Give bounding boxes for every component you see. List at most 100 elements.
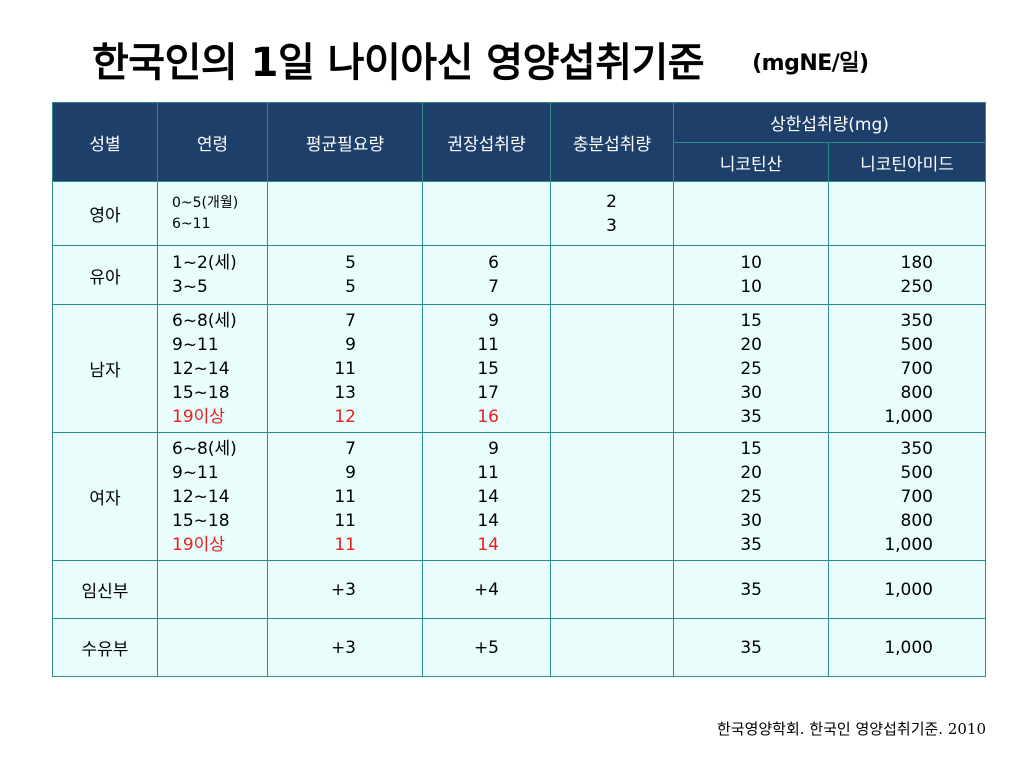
age-cell: 6~8(세) 9~11 12~14 15~18 19이상 [157,304,268,433]
nam-value: 1,000 [884,406,933,427]
avg-value: 9 [345,462,356,483]
page-title: 한국인의 1일 나이아신 영양섭취기준 (mgNE/일) [92,30,869,88]
age-value: 12~14 [172,486,230,507]
table-row: 수유부 +3 +5 35 1,000 [52,618,987,677]
nam-value: 1,000 [884,637,933,658]
nam-value: 500 [900,462,933,483]
rec-cell [422,181,551,246]
rec-value: 7 [488,277,499,297]
avg-cell: +3 [267,560,423,619]
ade-value: 3 [606,215,617,236]
rec-value: 9 [488,438,499,459]
nic-cell: 35 [673,560,829,619]
avg-value: 5 [345,253,356,273]
unit-label: (mgNE/일) [752,51,869,76]
table-row: 영아 0~5(개월) 6~11 2 3 [52,181,987,246]
table-row: 남자 6~8(세) 9~11 12~14 15~18 19이상 7 9 11 13 12 9 11 15 1… [52,304,987,433]
title-text: 한국인의 1일 나이아신 영양섭취기준 [92,40,705,86]
nam-cell: 1,000 [827,560,987,619]
age-value: 6~11 [172,215,211,232]
nic-value: 35 [740,637,762,658]
nam-value: 1,000 [884,579,933,600]
avg-value: 7 [345,438,356,459]
age-value: 3~5 [172,277,208,297]
nam-value: 800 [900,510,933,531]
header-sex: 성별 [52,102,158,182]
rec-cell: +5 [422,618,551,677]
niacin-table: 성별 연령 평균필요량 권장섭취량 충분섭취량 상한섭취량(mg) 니코틴산 니… [52,102,987,677]
nam-value: 180 [900,253,933,273]
nam-value: 500 [900,334,933,355]
avg-value: 11 [334,534,356,555]
ade-cell [550,245,674,305]
nic-value: 35 [740,406,762,427]
nic-cell: 35 [673,618,829,677]
avg-value: +3 [330,579,356,600]
rec-value: 11 [477,462,499,483]
nic-value: 20 [740,334,762,355]
age-value: 15~18 [172,382,230,403]
nic-value: 35 [740,579,762,600]
avg-cell: 7 9 11 11 11 [267,432,423,561]
rec-cell: 9 11 15 17 16 [422,304,551,433]
avg-cell [267,181,423,246]
nic-value: 25 [740,358,762,379]
nam-value: 1,000 [884,534,933,555]
nic-cell [673,181,829,246]
nam-cell [827,181,987,246]
nic-cell: 10 10 [673,245,829,305]
source-citation: 한국영양학회. 한국인 영양섭취기준. 2010 [716,720,986,738]
age-cell: 6~8(세) 9~11 12~14 15~18 19이상 [157,432,268,561]
nam-cell: 350 500 700 800 1,000 [827,304,987,433]
age-cell [157,560,268,619]
nam-cell: 180 250 [827,245,987,305]
nam-value: 350 [900,438,933,459]
nam-value: 700 [900,358,933,379]
age-value: 1~2(세) [172,253,237,273]
avg-value: 11 [334,510,356,531]
sex-cell: 임신부 [52,560,158,619]
header-age: 연령 [157,102,268,182]
avg-value: 5 [345,277,356,297]
age-value: 9~11 [172,334,219,355]
header-upper: 상한섭취량(mg) [672,102,987,143]
age-value: 0~5(개월) [172,194,239,211]
rec-value: 11 [477,334,499,355]
nic-cell: 15 20 25 30 35 [673,304,829,433]
avg-cell: 7 9 11 13 12 [267,304,423,433]
nic-value: 10 [740,277,762,297]
nam-value: 350 [900,310,933,331]
avg-value: 9 [345,334,356,355]
avg-cell: +3 [267,618,423,677]
header-rec: 권장섭취량 [422,102,551,182]
nic-value: 15 [740,310,762,331]
nic-value: 20 [740,462,762,483]
header-avg: 평균필요량 [267,102,423,182]
rec-cell: 9 11 14 14 14 [422,432,551,561]
ade-cell [550,560,674,619]
rec-value: 16 [477,406,499,427]
table-row: 유아 1~2(세) 3~5 5 5 6 7 10 10 180 250 [52,245,987,305]
nic-value: 30 [740,382,762,403]
ade-cell [550,304,674,433]
table-row: 임신부 +3 +4 35 1,000 [52,560,987,619]
age-value: 19이상 [172,406,225,427]
rec-cell: +4 [422,560,551,619]
age-cell [157,618,268,677]
rec-value: 6 [488,253,499,273]
rec-value: +4 [473,579,499,600]
age-value: 9~11 [172,462,219,483]
ade-value: 2 [606,191,617,212]
age-value: 19이상 [172,534,225,555]
sex-cell: 여자 [52,432,158,561]
nic-value: 25 [740,486,762,507]
age-value: 6~8(세) [172,438,237,459]
avg-value: 7 [345,310,356,331]
nic-value: 35 [740,534,762,555]
nam-value: 800 [900,382,933,403]
rec-value: 9 [488,310,499,331]
age-value: 12~14 [172,358,230,379]
